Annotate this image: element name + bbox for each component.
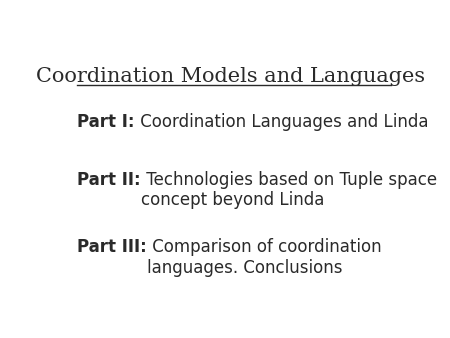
Text: Coordination Languages and Linda: Coordination Languages and Linda	[135, 114, 428, 131]
Text: Part I:: Part I:	[77, 114, 135, 131]
Text: Coordination Models and Languages: Coordination Models and Languages	[36, 67, 425, 86]
Text: Technologies based on Tuple space
concept beyond Linda: Technologies based on Tuple space concep…	[141, 171, 437, 210]
Text: Comparison of coordination
languages. Conclusions: Comparison of coordination languages. Co…	[147, 238, 382, 277]
Text: Part II:: Part II:	[77, 171, 141, 189]
Text: Part III:: Part III:	[77, 238, 147, 256]
